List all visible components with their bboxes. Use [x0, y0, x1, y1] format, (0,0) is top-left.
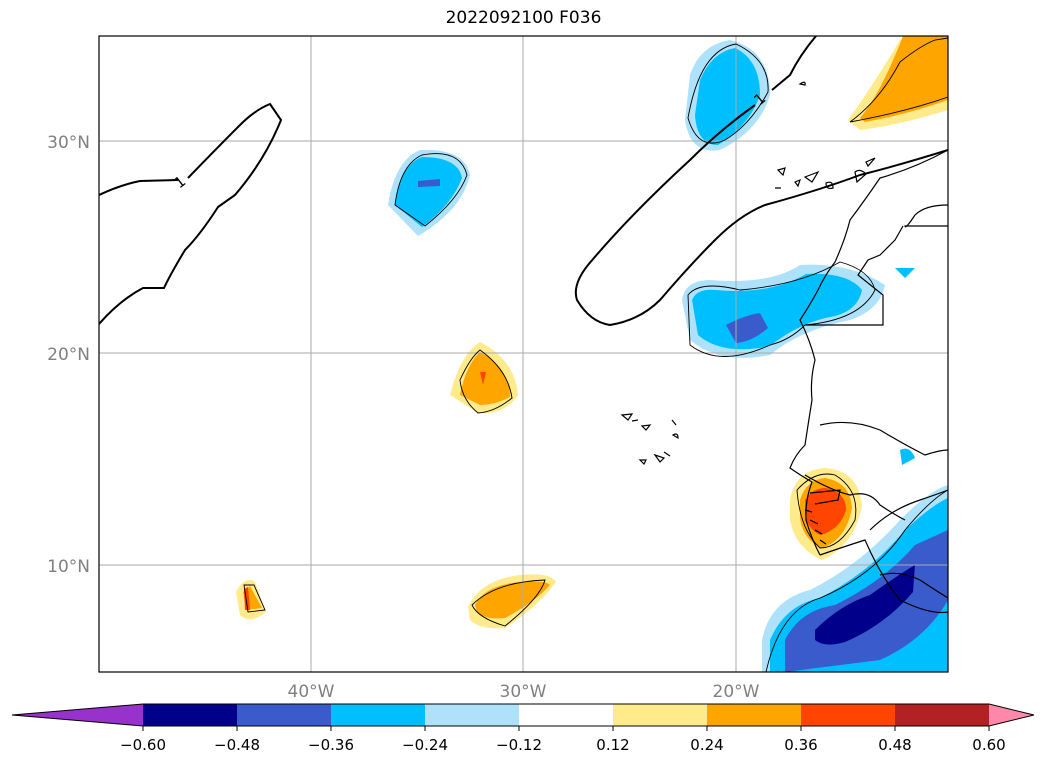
lon-label-40w: 40°W: [288, 682, 335, 702]
shaded-anomaly-fields: [236, 36, 948, 672]
colorbar-tick-label: 0.48: [878, 736, 911, 754]
colorbar-tick-label: 0.36: [784, 736, 817, 754]
map-frame: [98, 35, 949, 673]
thin-contours: [243, 37, 948, 672]
colorbar-tick-label: 0.24: [690, 736, 723, 754]
latitude-labels: 30°N 20°N 10°N: [47, 133, 90, 577]
longitude-labels: 40°W 30°W 20°W: [288, 682, 760, 702]
colorbar-tick-label: −0.60: [120, 736, 166, 754]
colorbar-segment: [801, 704, 896, 726]
colorbar-tick-label: 0.60: [972, 736, 1005, 754]
lon-label-20w: 20°W: [713, 682, 760, 702]
colorbar-segment: [331, 704, 426, 726]
colorbar-segment: [707, 704, 802, 726]
map-gridlines: [99, 36, 948, 672]
colorbar-segment: [519, 704, 614, 726]
colorbar-segment: [613, 704, 708, 726]
lat-label-30n: 30°N: [47, 133, 90, 153]
colorbar-tick-label: −0.12: [496, 736, 542, 754]
colorbar-tick-label: −0.48: [214, 736, 260, 754]
colorbar: −0.60 −0.48 −0.36 −0.24 −0.12 0.12 0.24 0.36 0.4…: [11, 703, 1035, 754]
map-panel: 1 1: [99, 36, 948, 672]
lat-label-20n: 20°N: [47, 345, 90, 365]
colorbar-tick-label: −0.24: [402, 736, 448, 754]
colorbar-tick-label: 0.12: [596, 736, 629, 754]
coastlines: [620, 81, 948, 614]
colorbar-segment: [425, 704, 520, 726]
colorbar-segment: [237, 704, 332, 726]
colorbar-extend-low: [12, 704, 143, 726]
colorbar-segment: [143, 704, 238, 726]
colorbar-extend-high: [989, 704, 1034, 726]
colorbar-tick-label: −0.36: [308, 736, 354, 754]
contour-label: 1: [171, 172, 190, 192]
colorbar-segment: [895, 704, 990, 726]
thick-contours: [99, 36, 948, 327]
lon-label-30w: 30°W: [500, 682, 547, 702]
lat-label-10n: 10°N: [47, 557, 90, 577]
map-title: 2022092100 F036: [445, 8, 602, 28]
